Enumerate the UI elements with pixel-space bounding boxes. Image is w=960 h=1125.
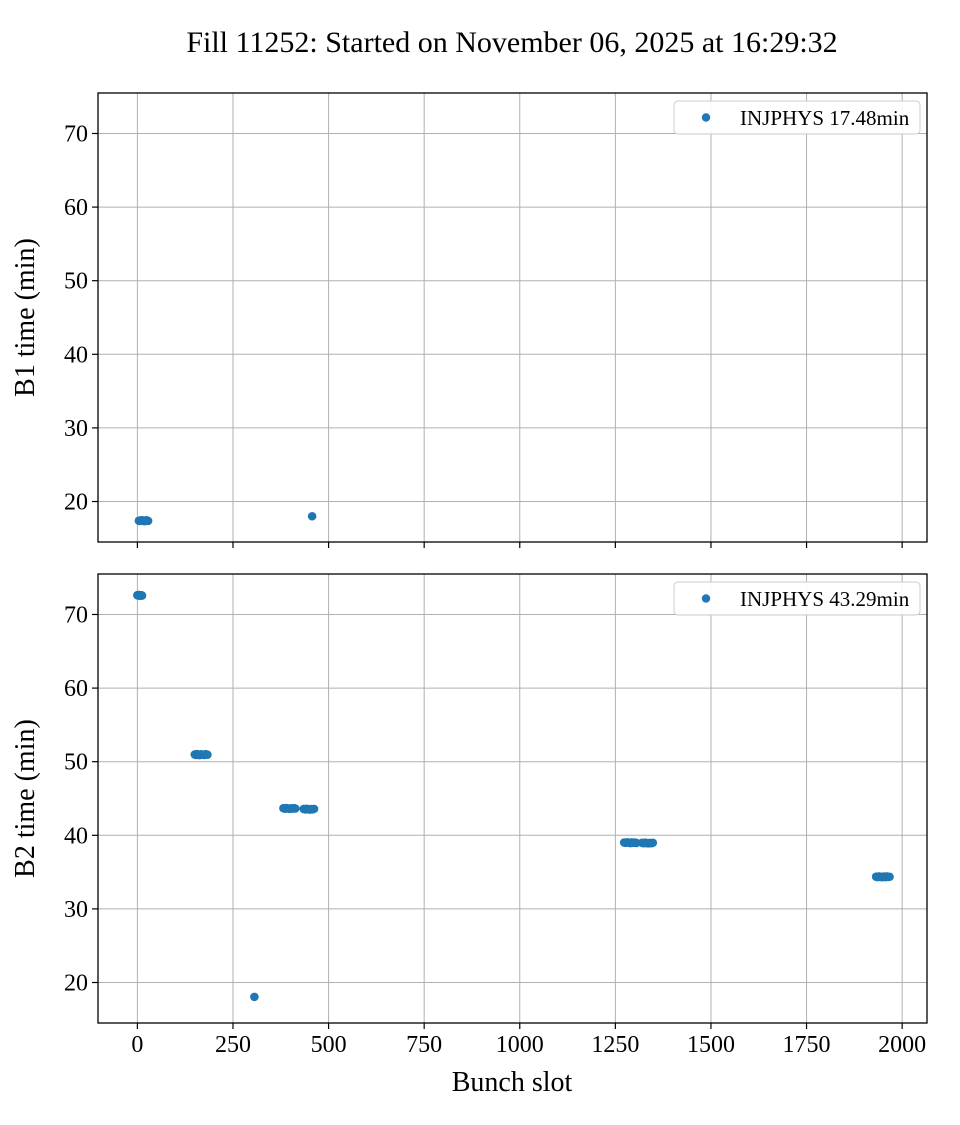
x-axis-label: Bunch slot bbox=[452, 1067, 573, 1098]
plot-b1: 20 30 40 50 60 70 B1 time (min) INJPHYS 17.48mi… bbox=[10, 92, 928, 548]
y-tick-label: 40 bbox=[64, 342, 88, 368]
plot-border bbox=[97, 92, 928, 543]
data-point bbox=[309, 804, 319, 814]
data-point bbox=[648, 838, 658, 848]
x-tick-label: 750 bbox=[406, 1032, 442, 1058]
legend-box bbox=[673, 581, 921, 616]
legend-marker-icon bbox=[701, 594, 711, 603]
data-point bbox=[137, 591, 147, 600]
y-tick-label: 30 bbox=[64, 897, 88, 923]
y-axis-label: B2 time (min) bbox=[10, 719, 41, 878]
x-tick-label: 2000 bbox=[878, 1032, 926, 1058]
data-point bbox=[307, 511, 317, 521]
x-tick-label: 1750 bbox=[783, 1032, 831, 1058]
y-tick-label: 40 bbox=[64, 823, 88, 849]
plot-background bbox=[98, 574, 927, 1023]
legend-box bbox=[673, 100, 921, 135]
data-point bbox=[885, 872, 894, 882]
y-tick-label: 60 bbox=[64, 195, 88, 221]
plot-background bbox=[98, 93, 927, 542]
x-tick-label: 1500 bbox=[687, 1032, 735, 1058]
data-point bbox=[250, 992, 259, 1002]
figure-title: Fill 11252: Started on November 06, 2025… bbox=[186, 26, 837, 59]
y-tick-label: 20 bbox=[64, 490, 88, 516]
legend-marker-icon bbox=[701, 113, 711, 122]
plot-b2: 0 250 500 750 1000 1250 1500 1750 2000 20 30 40 50 60… bbox=[10, 573, 928, 1058]
data-point bbox=[291, 804, 300, 813]
y-tick-label: 70 bbox=[64, 121, 88, 147]
plot-border bbox=[97, 573, 928, 1024]
data-point bbox=[203, 750, 212, 760]
y-tick-label: 50 bbox=[64, 750, 88, 776]
x-tick-label: 500 bbox=[311, 1032, 347, 1058]
y-tick-label: 50 bbox=[64, 269, 88, 295]
y-tick-label: 30 bbox=[64, 416, 88, 442]
x-tick-label: 250 bbox=[215, 1032, 251, 1058]
y-axis-label: B1 time (min) bbox=[10, 238, 41, 397]
x-tick-label: 1000 bbox=[496, 1032, 544, 1058]
data-point bbox=[143, 516, 153, 526]
x-tick-label: 0 bbox=[131, 1032, 143, 1058]
legend-label: INJPHYS 43.29min bbox=[740, 587, 910, 611]
legend-label: INJPHYS 17.48min bbox=[740, 106, 910, 130]
x-tick-label: 1250 bbox=[591, 1032, 639, 1058]
y-tick-label: 70 bbox=[64, 602, 88, 628]
y-tick-label: 20 bbox=[64, 971, 88, 997]
y-tick-label: 60 bbox=[64, 676, 88, 702]
